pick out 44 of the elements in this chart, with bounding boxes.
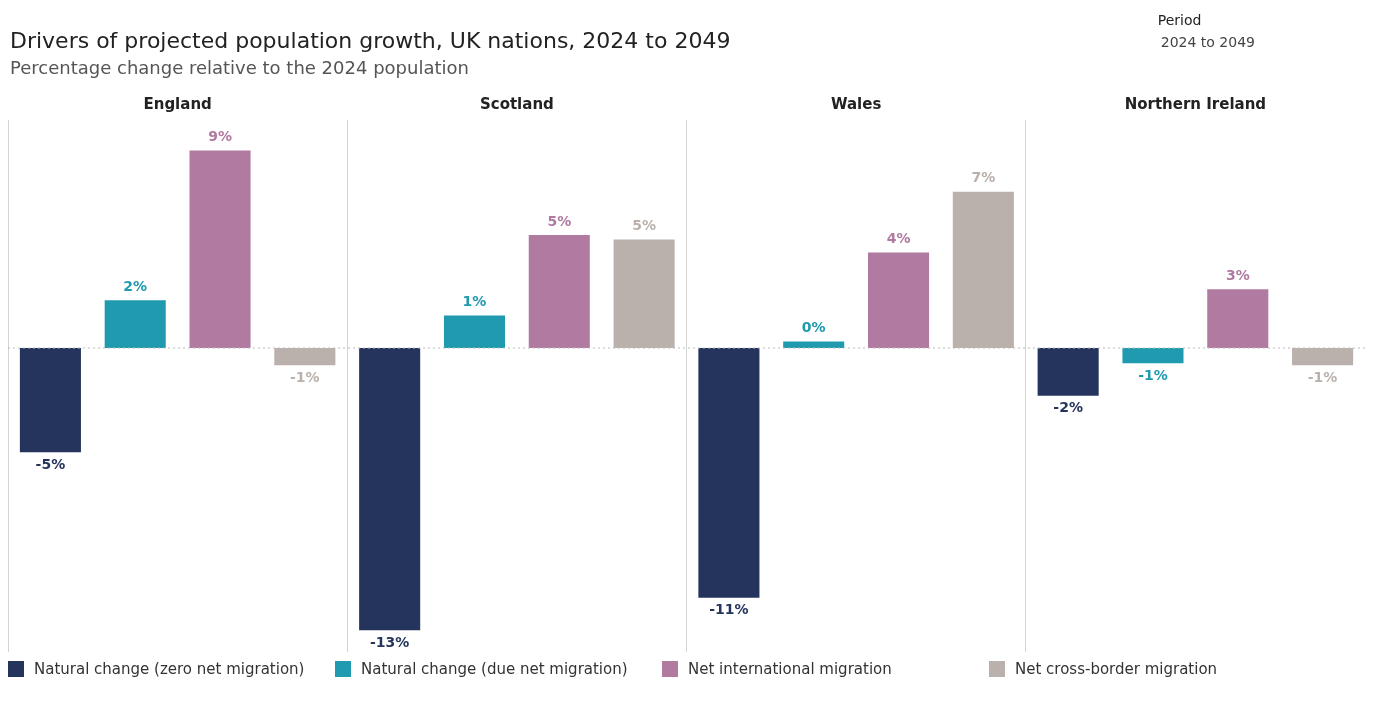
bar xyxy=(698,348,760,598)
legend-label: Natural change (due net migration) xyxy=(361,660,628,678)
x-tick-label: England xyxy=(143,94,212,113)
bar xyxy=(274,348,336,366)
bar xyxy=(443,315,505,348)
legend-label: Natural change (zero net migration) xyxy=(34,660,305,678)
data-label: 9% xyxy=(208,128,232,145)
x-tick-label: Scotland xyxy=(479,94,554,113)
x-tick-label: Wales xyxy=(830,94,882,113)
data-label: 5% xyxy=(632,217,656,234)
data-label: -5% xyxy=(35,455,66,472)
bar xyxy=(189,150,251,348)
data-label: 2% xyxy=(123,277,148,294)
data-label: -11% xyxy=(709,601,749,618)
bar xyxy=(1207,289,1269,348)
bar xyxy=(104,300,166,348)
text: 2024 to 2049 xyxy=(1159,34,1255,50)
legend-label: Net cross-border migration xyxy=(1015,660,1218,678)
bar xyxy=(952,191,1014,348)
x-tick-label: Northern Ireland xyxy=(1124,94,1267,113)
bar xyxy=(19,348,81,453)
legend-label: Net international migration xyxy=(688,660,892,678)
bar xyxy=(1292,348,1354,366)
data-label: 1% xyxy=(462,293,487,310)
data-label: -2% xyxy=(1053,399,1083,416)
data-label: 4% xyxy=(886,230,911,247)
bar xyxy=(868,252,930,348)
data-label: -1% xyxy=(290,369,320,386)
data-label: -1% xyxy=(1138,366,1168,383)
bar xyxy=(1037,348,1099,396)
bar xyxy=(613,239,675,348)
text: Period xyxy=(1157,12,1203,28)
data-label: 0% xyxy=(801,319,826,336)
chart-title: Drivers of projected population growth, UK nations, 2024 to 2049 xyxy=(10,28,731,53)
data-label: -1% xyxy=(1307,369,1338,386)
data-label: 3% xyxy=(1225,267,1250,284)
chart-subtitle: Percentage change relative to the 2024 population xyxy=(9,57,470,78)
bar xyxy=(1122,348,1184,364)
data-label: 5% xyxy=(547,212,572,229)
bar xyxy=(783,341,845,348)
data-label: 7% xyxy=(971,169,996,186)
bar xyxy=(528,235,590,348)
data-label: -13% xyxy=(369,633,410,650)
bar xyxy=(359,348,421,631)
